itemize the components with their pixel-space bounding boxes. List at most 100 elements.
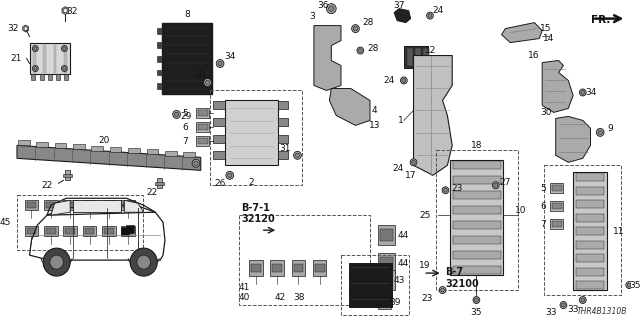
Text: 11: 11 [613,227,625,236]
Bar [198,110,207,116]
Circle shape [579,297,586,304]
Circle shape [137,255,150,269]
Bar [157,42,162,48]
Text: 31: 31 [279,144,291,153]
Bar [213,135,225,143]
Circle shape [474,298,478,302]
Bar [196,108,209,118]
Bar [453,206,500,214]
Bar [104,228,114,234]
Bar [453,176,500,184]
Text: 35: 35 [629,281,640,290]
Text: 20: 20 [99,136,109,145]
Bar [451,160,504,275]
Text: 17: 17 [405,171,417,180]
Text: 33: 33 [568,305,579,314]
Bar [278,118,288,126]
Text: 26: 26 [214,179,226,188]
Text: 32: 32 [67,7,78,16]
Text: 5: 5 [182,109,188,118]
Bar [46,202,56,208]
Polygon shape [330,88,370,125]
Text: 38: 38 [294,292,305,301]
Circle shape [401,77,407,84]
Circle shape [33,66,38,71]
Bar [576,241,604,249]
Bar [63,174,72,177]
Text: FR.: FR. [591,15,610,25]
Text: 45: 45 [0,218,11,227]
Text: 28: 28 [367,44,379,53]
Text: 36: 36 [317,1,328,10]
Bar [552,203,561,209]
Text: 7: 7 [540,220,546,229]
Bar [128,148,140,153]
Bar [270,260,284,276]
Text: 41: 41 [239,283,250,292]
Circle shape [24,27,28,30]
Circle shape [34,47,37,50]
Text: 34: 34 [224,52,236,61]
Text: 1: 1 [398,116,404,125]
Bar [124,202,133,208]
Bar [92,146,103,150]
Polygon shape [51,200,70,215]
Circle shape [439,287,446,293]
Circle shape [627,283,631,287]
Bar [40,75,44,81]
Text: 12: 12 [425,46,436,55]
Circle shape [494,183,498,187]
Bar [378,270,395,290]
Circle shape [358,49,362,52]
Bar [162,23,212,94]
Bar [576,200,604,208]
Circle shape [581,298,585,302]
Text: 25: 25 [420,211,431,220]
Bar [453,221,500,229]
Bar [83,226,96,236]
Bar [341,255,409,315]
Circle shape [560,301,567,308]
Bar [31,75,35,81]
Bar [407,48,413,66]
Text: 39: 39 [389,298,401,307]
Bar [213,151,225,159]
Circle shape [194,161,198,165]
Bar [576,268,604,276]
Bar [18,140,29,145]
Bar [380,257,393,269]
Bar [453,266,500,274]
Text: 10: 10 [515,206,527,215]
Bar [84,228,94,234]
Bar [550,201,563,211]
Circle shape [192,159,200,167]
Bar [147,149,158,155]
Bar [576,281,604,289]
Bar [44,200,58,210]
Bar [27,202,36,208]
Text: 21: 21 [10,54,22,63]
Circle shape [228,173,232,178]
Bar [44,44,46,73]
Bar [378,225,395,245]
Bar [156,182,164,185]
Circle shape [294,151,301,159]
Circle shape [427,12,433,19]
Bar [157,28,162,34]
Text: 16: 16 [528,51,540,60]
Text: 44: 44 [397,259,408,268]
Bar [278,135,288,143]
Text: 22: 22 [147,188,158,197]
Text: 4: 4 [372,106,378,115]
Bar [44,226,58,236]
Circle shape [218,61,222,66]
Circle shape [130,248,157,276]
Bar [576,173,604,181]
Bar [157,84,162,90]
Bar [313,260,326,276]
Bar [225,100,278,165]
Bar [278,151,288,159]
Polygon shape [502,23,542,43]
Circle shape [428,14,432,18]
Bar [36,142,48,147]
